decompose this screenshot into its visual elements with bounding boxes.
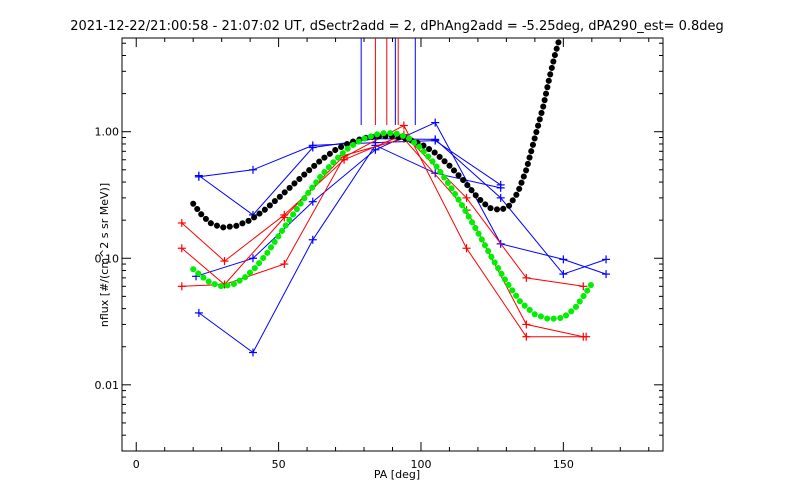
x-axis-label: PA [deg] [374,468,420,481]
data-point-plus [431,135,440,144]
y-axis-label: nflux [#/(cm^2 s sr MeV)] [98,183,111,327]
plot-frame [121,37,664,452]
data-point-plus [280,260,289,269]
x-tick-label: 50 [272,458,286,471]
data-point-plus [431,118,440,127]
vertical-markers [360,38,416,125]
y-tick-label: 0.01 [95,379,120,392]
data-point-plus [399,121,408,130]
data-point-plus [582,332,591,341]
axes: 0 50 100 150 0.01 0.10 1.00 [95,37,664,471]
data-series-line [192,118,611,281]
series-line [198,138,607,275]
series-line [198,144,501,354]
y-tick-label: 0.10 [95,252,120,265]
series-line [195,121,607,277]
data-point-plus [194,171,203,180]
chart-text: 2021-12-22/21:00:58 - 21:07:02 UT, dSect… [70,19,724,481]
fit-curve-black [190,37,563,231]
x-tick-label: 100 [410,458,431,471]
data-point-plus [308,197,317,206]
data-point-plus [177,282,186,291]
data-point-plus [248,348,257,357]
data-point-plus [522,273,531,282]
chart-title: 2021-12-22/21:00:58 - 21:07:02 UT, dSect… [70,19,724,34]
data-point-plus [248,254,257,263]
data-point-plus [579,282,588,291]
data-point-plus [280,213,289,222]
series-line [181,138,584,338]
data-series-line [177,130,588,291]
fit-curve-green [190,129,595,323]
data-point-plus [220,257,229,266]
data-point-plus [248,165,257,174]
x-tick-label: 150 [553,458,574,471]
data-point-plus [177,218,186,227]
data-point-plus [602,255,611,264]
data-point-plus [308,143,317,152]
data-point-plus [559,255,568,264]
x-tick-label: 0 [133,458,140,471]
data-point-plus [308,235,317,244]
fit-curves [190,37,595,323]
y-tick-label: 1.00 [95,126,120,139]
data-point-plus [496,183,505,192]
series-line [181,133,584,287]
data-point-plus [194,308,203,317]
data-point-plus [462,193,471,202]
data-point-plus [602,270,611,279]
data-point-plus [559,270,568,279]
data-series-line [194,134,611,279]
data-point-plus [462,244,471,253]
data-point-plus [177,244,186,253]
data-point-plus [496,193,505,202]
data-point-plus [522,320,531,329]
data-point-plus [522,332,531,341]
